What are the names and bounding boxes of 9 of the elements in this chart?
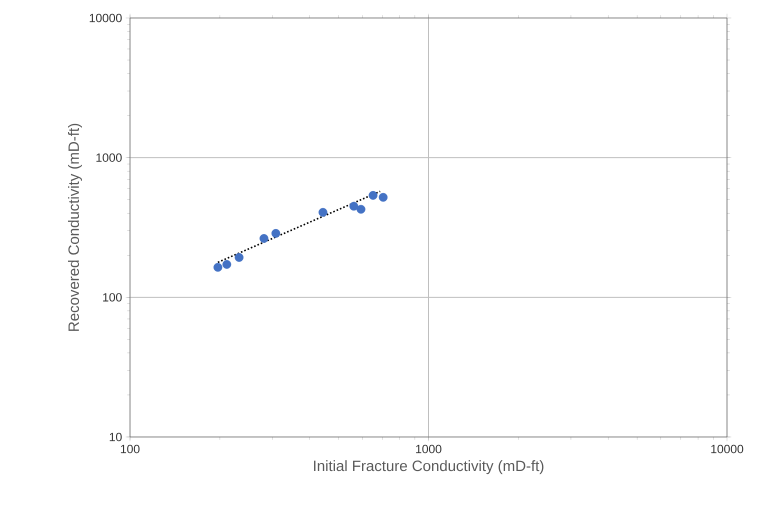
y-tick-label: 10 — [110, 432, 122, 442]
y-tick-label: 100 — [103, 293, 122, 302]
x-tick-label: 10000 — [711, 444, 744, 454]
x-tick-label: 1000 — [416, 444, 442, 454]
y-axis-title: Recovered Conductivity (mD-ft) — [68, 124, 82, 331]
x-axis-title: Initial Fracture Conductivity (mD-ft) — [314, 460, 544, 474]
x-tick-label: 100 — [120, 444, 140, 454]
y-tick-label: 10000 — [90, 14, 122, 22]
y-tick-label: 1000 — [96, 153, 122, 162]
